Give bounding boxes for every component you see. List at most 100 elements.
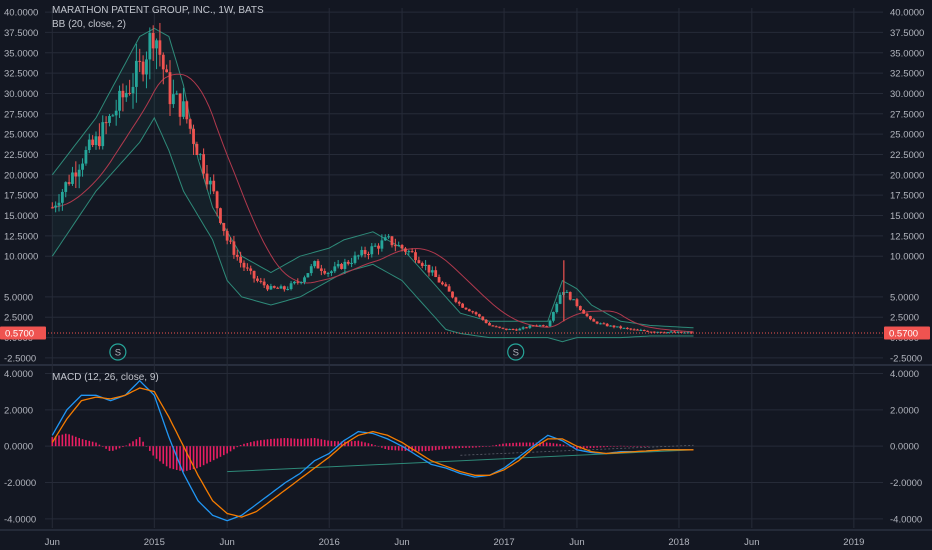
- candle-body: [235, 254, 239, 257]
- candle-body: [128, 92, 132, 94]
- candle-body: [508, 329, 512, 331]
- candles-group: [50, 22, 693, 334]
- macd-hist-bar: [155, 446, 158, 459]
- split-marker[interactable]: [109, 343, 127, 361]
- candle-body: [219, 208, 222, 224]
- candle-body: [444, 284, 448, 287]
- time-axis-label: Jun: [569, 537, 584, 548]
- candle-body: [434, 270, 438, 278]
- candle-body: [299, 282, 303, 284]
- candle-body: [602, 323, 606, 325]
- macd-hist-bar: [542, 442, 545, 447]
- candle-body: [555, 303, 559, 313]
- last-price-box-left: [0, 326, 46, 340]
- price-axis-label-right: -2.5000: [890, 353, 922, 364]
- macd-hist-bar: [300, 438, 302, 447]
- price-axis-label-left: 32.5000: [4, 69, 38, 80]
- price-axis-label-right: 2.5000: [890, 313, 919, 324]
- macd-hist-bar: [307, 438, 309, 447]
- bollinger-basis: [52, 73, 694, 333]
- macd-axis-label-right: 0.0000: [890, 442, 919, 453]
- candle-body: [340, 263, 343, 269]
- macd-hist-bar: [505, 443, 508, 447]
- candle-body: [538, 325, 542, 327]
- candle-body: [625, 327, 629, 329]
- macd-hist-bar: [478, 446, 481, 448]
- macd-hist-bar: [145, 446, 148, 447]
- candle-body: [481, 316, 485, 320]
- candle-body: [454, 297, 458, 302]
- candle-body: [343, 261, 347, 269]
- candle-body: [585, 313, 589, 317]
- macd-hist-bar: [431, 446, 434, 451]
- candle-body: [404, 248, 407, 252]
- candle-body: [632, 329, 636, 331]
- candle-body: [124, 92, 128, 98]
- candle-body: [198, 154, 202, 156]
- chart-title: MARATHON PATENT GROUP, INC., 1W, BATS: [52, 5, 264, 16]
- candle-body: [595, 321, 599, 324]
- macd-hist-bar: [91, 441, 94, 447]
- macd-hist-bar: [576, 446, 578, 449]
- candle-body: [266, 285, 269, 290]
- macd-hist-bar: [112, 446, 114, 451]
- macd-hist-bar: [492, 445, 494, 447]
- candle-body: [306, 273, 310, 278]
- candle-body: [457, 301, 461, 304]
- macd-hist-bar: [518, 442, 521, 447]
- candle-body: [659, 331, 663, 333]
- macd-hist-bar: [354, 440, 356, 447]
- price-axis-label-right: 32.5000: [890, 69, 924, 80]
- macd-hist-bar: [263, 439, 265, 447]
- macd-line: [51, 379, 694, 522]
- candle-body: [649, 331, 653, 333]
- macd-hist-bar: [71, 435, 74, 447]
- candle-body: [410, 251, 414, 253]
- macd-hist-bar: [360, 441, 363, 447]
- candle-body: [484, 319, 488, 324]
- candle-body: [57, 202, 61, 206]
- macd-hist-bar: [229, 446, 232, 452]
- macd-hist-bar: [337, 441, 339, 447]
- macd-hist-bar: [586, 446, 588, 449]
- price-axis-label-left: 5.0000: [4, 292, 33, 303]
- macd-hist-bar: [310, 438, 313, 447]
- macd-hist-bar: [428, 446, 430, 451]
- candle-body: [565, 291, 569, 293]
- macd-hist-bar: [566, 445, 568, 447]
- candle-body: [336, 263, 340, 267]
- time-axis-label: Jun: [220, 537, 235, 548]
- candle-body: [256, 278, 259, 281]
- macd-hist-bar: [444, 446, 447, 449]
- time-axis-label: 2019: [843, 537, 864, 548]
- macd-hist-bar: [471, 446, 474, 448]
- candle-body: [558, 294, 562, 304]
- split-marker[interactable]: [507, 343, 525, 361]
- price-axis-label-left: 2.5000: [4, 313, 33, 324]
- macd-hist-bar: [142, 441, 144, 447]
- macd-hist-bar: [606, 446, 609, 447]
- candle-body: [370, 246, 374, 255]
- candle-body: [269, 286, 273, 290]
- candle-body: [286, 289, 290, 291]
- candle-body: [178, 93, 182, 117]
- candle-body: [652, 331, 656, 333]
- candle-body: [145, 59, 148, 75]
- macd-hist-bar: [128, 443, 131, 447]
- macd-hist-bar: [603, 446, 605, 448]
- candle-body: [535, 325, 538, 327]
- candle-body: [192, 128, 195, 144]
- candle-body: [367, 254, 370, 256]
- macd-hist-bar: [64, 433, 67, 447]
- macd-hist-bar: [525, 442, 528, 447]
- macd-hist-bar: [199, 446, 202, 467]
- candle-body: [471, 311, 475, 313]
- macd-hist-bar: [280, 438, 282, 447]
- candle-body: [417, 260, 421, 264]
- macd-label: MACD (12, 26, close, 9): [52, 372, 159, 383]
- candle-body: [541, 325, 545, 327]
- macd-hist-bar: [549, 442, 551, 447]
- macd-hist-bar: [327, 440, 329, 447]
- macd-hist-bar: [596, 446, 598, 448]
